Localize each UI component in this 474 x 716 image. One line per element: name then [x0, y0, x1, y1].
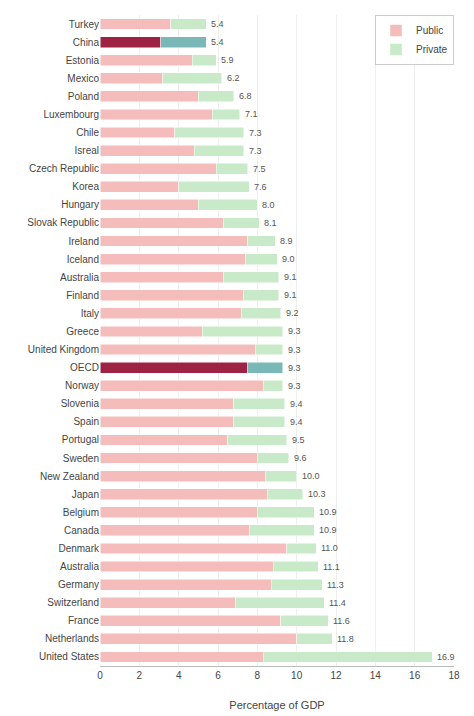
svg-text:2: 2 — [137, 670, 143, 681]
svg-text:6.8: 6.8 — [239, 91, 252, 101]
svg-text:France: France — [68, 615, 100, 626]
svg-text:Slovenia: Slovenia — [61, 398, 100, 409]
svg-text:9.3: 9.3 — [288, 381, 301, 391]
svg-text:9.3: 9.3 — [288, 326, 301, 336]
svg-text:16.9: 16.9 — [437, 652, 455, 662]
svg-text:Germany: Germany — [58, 579, 99, 590]
svg-text:10.9: 10.9 — [319, 507, 337, 517]
svg-text:10.0: 10.0 — [302, 471, 320, 481]
svg-text:Switzerland: Switzerland — [47, 597, 99, 608]
svg-text:9.4: 9.4 — [290, 417, 303, 427]
svg-text:Poland: Poland — [68, 91, 99, 102]
svg-text:Italy: Italy — [81, 308, 99, 319]
svg-text:9.1: 9.1 — [284, 272, 297, 282]
svg-text:Japan: Japan — [72, 489, 99, 500]
svg-text:9.4: 9.4 — [290, 399, 303, 409]
svg-text:Ireland: Ireland — [68, 236, 99, 247]
svg-text:0: 0 — [97, 670, 103, 681]
svg-text:7.3: 7.3 — [249, 128, 262, 138]
svg-text:9.2: 9.2 — [286, 308, 299, 318]
svg-text:Mexico: Mexico — [67, 73, 99, 84]
svg-text:8.1: 8.1 — [264, 218, 277, 228]
svg-text:7.6: 7.6 — [254, 182, 267, 192]
svg-text:7.1: 7.1 — [245, 109, 258, 119]
svg-text:Turkey: Turkey — [69, 19, 99, 30]
svg-text:11.3: 11.3 — [327, 580, 344, 590]
svg-text:Finland: Finland — [66, 290, 99, 301]
svg-text:United States: United States — [39, 651, 99, 662]
svg-text:Isreal: Isreal — [75, 145, 99, 156]
svg-text:7.3: 7.3 — [249, 146, 262, 156]
svg-text:Belgium: Belgium — [63, 507, 99, 518]
svg-text:8.9: 8.9 — [280, 236, 293, 246]
svg-text:Public: Public — [416, 25, 443, 36]
svg-text:Luxembourg: Luxembourg — [43, 109, 99, 120]
svg-text:11.1: 11.1 — [323, 562, 340, 572]
svg-text:9.0: 9.0 — [282, 254, 295, 264]
svg-text:Canada: Canada — [64, 525, 99, 536]
svg-text:New Zealand: New Zealand — [40, 471, 99, 482]
svg-text:Estonia: Estonia — [66, 55, 100, 66]
svg-text:7.5: 7.5 — [253, 164, 266, 174]
svg-text:14: 14 — [370, 670, 382, 681]
svg-text:8.0: 8.0 — [262, 200, 275, 210]
svg-text:5.9: 5.9 — [221, 55, 234, 65]
svg-text:9.1: 9.1 — [284, 290, 297, 300]
svg-text:Australia: Australia — [60, 272, 99, 283]
svg-text:10.9: 10.9 — [319, 525, 337, 535]
svg-text:5.4: 5.4 — [211, 37, 224, 47]
svg-text:11.8: 11.8 — [337, 634, 354, 644]
svg-text:Greece: Greece — [66, 326, 99, 337]
svg-text:9.3: 9.3 — [288, 345, 301, 355]
svg-text:Iceland: Iceland — [67, 254, 99, 265]
svg-text:16: 16 — [409, 670, 421, 681]
svg-text:Korea: Korea — [72, 181, 99, 192]
svg-text:9.5: 9.5 — [292, 435, 305, 445]
svg-text:11.4: 11.4 — [329, 598, 346, 608]
svg-text:11.6: 11.6 — [333, 616, 350, 626]
svg-text:Norway: Norway — [65, 380, 99, 391]
svg-text:6.2: 6.2 — [227, 73, 240, 83]
svg-text:8: 8 — [255, 670, 261, 681]
svg-text:18: 18 — [448, 670, 460, 681]
svg-text:10.3: 10.3 — [308, 489, 326, 499]
svg-text:China: China — [73, 37, 100, 48]
svg-text:Sweden: Sweden — [63, 453, 99, 464]
svg-text:Chile: Chile — [76, 127, 99, 138]
svg-text:5.4: 5.4 — [211, 19, 224, 29]
svg-text:11.0: 11.0 — [321, 543, 338, 553]
svg-text:12: 12 — [330, 670, 342, 681]
svg-text:6: 6 — [215, 670, 221, 681]
svg-text:9.3: 9.3 — [288, 363, 301, 373]
svg-text:OECD: OECD — [70, 362, 99, 373]
svg-text:United Kingdom: United Kingdom — [28, 344, 99, 355]
svg-text:4: 4 — [176, 670, 182, 681]
svg-text:Czech Republic: Czech Republic — [29, 163, 99, 174]
svg-text:9.6: 9.6 — [294, 453, 307, 463]
svg-text:Netherlands: Netherlands — [45, 633, 99, 644]
svg-text:Australia: Australia — [60, 561, 99, 572]
svg-text:10: 10 — [291, 670, 303, 681]
svg-text:Portugal: Portugal — [62, 434, 99, 445]
svg-text:Percentage of GDP: Percentage of GDP — [229, 699, 324, 711]
svg-text:Denmark: Denmark — [58, 543, 100, 554]
svg-text:Slovak Republic: Slovak Republic — [27, 217, 99, 228]
svg-text:Hungary: Hungary — [61, 199, 99, 210]
svg-text:Private: Private — [416, 44, 448, 55]
svg-text:Spain: Spain — [73, 416, 99, 427]
